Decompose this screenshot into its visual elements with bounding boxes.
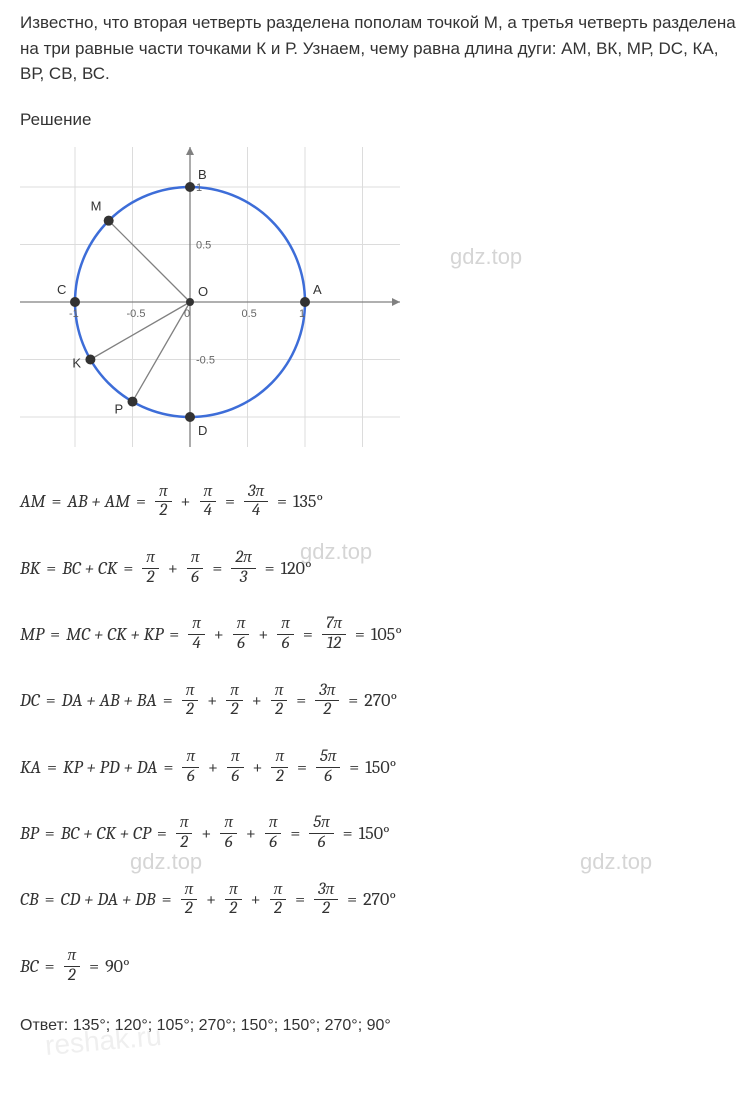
svg-text:1: 1: [196, 182, 202, 194]
svg-text:-0.5: -0.5: [196, 355, 215, 367]
page-container: Известно, что вторая четверть разделена …: [20, 10, 736, 1038]
answer-values: 135°; 120°; 105°; 270°; 150°; 150°; 270°…: [73, 1017, 391, 1034]
svg-text:-0.5: -0.5: [127, 308, 146, 320]
svg-text:P: P: [115, 402, 124, 417]
equations-block: AM=AB + AM=π2+π4=3π4=135° BK=BC + CK=π2+π…: [20, 483, 736, 986]
diagram-svg: O A B C D M K P -1 -0.5 0 0.5 1 -0.5 0.5 1: [20, 147, 400, 447]
svg-text:O: O: [198, 284, 208, 299]
svg-text:M: M: [91, 199, 102, 214]
svg-text:C: C: [57, 282, 66, 297]
equation-row: BP=BC + CK + CP=π2+π6+π6=5π6=150°: [20, 814, 736, 852]
svg-text:K: K: [72, 356, 81, 371]
answer-label: Ответ:: [20, 1017, 68, 1034]
svg-text:0: 0: [184, 308, 190, 320]
solution-label: Решение: [20, 107, 736, 133]
svg-text:0.5: 0.5: [242, 308, 257, 320]
equation-row: MP=MC + CK + KP=π4+π6+π6=7π12=105°: [20, 615, 736, 653]
svg-text:1: 1: [299, 308, 305, 320]
problem-text: Известно, что вторая четверть разделена …: [20, 10, 736, 87]
equation-row: BK=BC + CK=π2+π6=2π3=120°: [20, 549, 736, 587]
unit-circle-diagram: O A B C D M K P -1 -0.5 0 0.5 1 -0.5 0.5 1: [20, 147, 736, 455]
equation-row: BC=π2=90°: [20, 947, 736, 985]
equation-row: CB=CD + DA + DB=π2+π2+π2=3π2=270°: [20, 881, 736, 919]
svg-text:B: B: [198, 167, 207, 182]
equation-row: AM=AB + AM=π2+π4=3π4=135°: [20, 483, 736, 521]
svg-text:D: D: [198, 423, 207, 438]
svg-text:-1: -1: [69, 308, 79, 320]
answer-line: Ответ: 135°; 120°; 105°; 270°; 150°; 150…: [20, 1014, 736, 1038]
svg-text:A: A: [313, 282, 322, 297]
equation-row: KA=KP + PD + DA=π6+π6+π2=5π6=150°: [20, 748, 736, 786]
svg-text:0.5: 0.5: [196, 240, 211, 252]
equation-row: DC=DA + AB + BA=π2+π2+π2=3π2=270°: [20, 682, 736, 720]
